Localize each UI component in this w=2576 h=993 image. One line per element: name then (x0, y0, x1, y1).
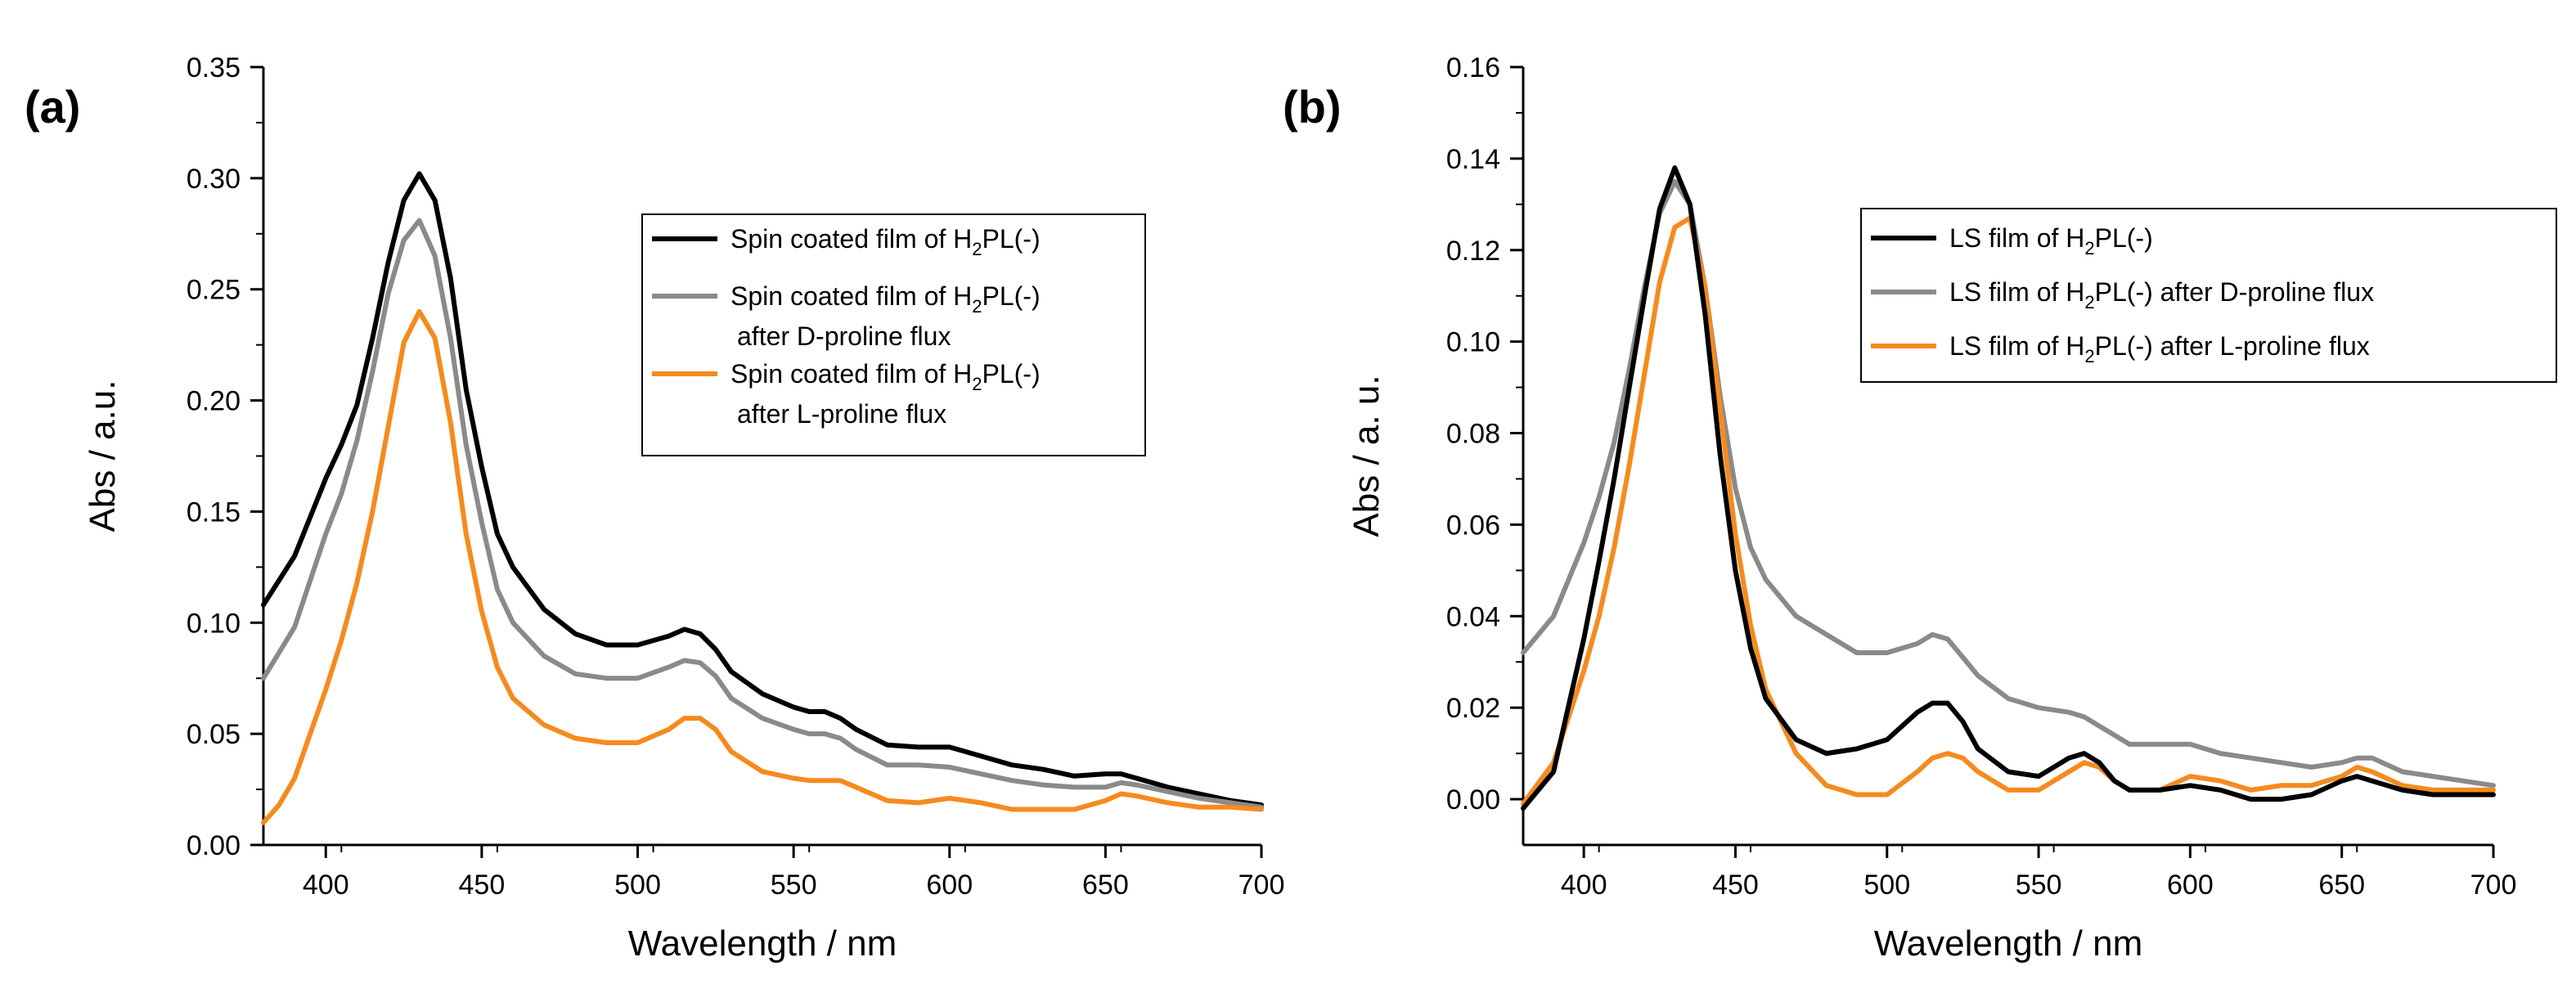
y-tick-label: 0.00 (187, 830, 241, 861)
legend-box (641, 213, 1146, 456)
legend-label: LS film of H2PL(-) after D-proline flux (1949, 277, 2374, 312)
x-tick-label: 550 (771, 869, 817, 901)
x-tick-label: 700 (2470, 869, 2517, 901)
panel-a: (a) 400 450 500 550 600 650 700 0.00 0.05 0.10 0.15… (25, 52, 1284, 964)
series-line-black (1521, 165, 2496, 811)
panel-b: (b) 400 450 500 550 600 650 700 0.00 0.02 0.04 0.06… (1283, 52, 2557, 964)
y-tick-label: 0.14 (1446, 144, 1500, 175)
series-line-gray (261, 218, 1264, 810)
y-tick-label: 0.20 (187, 386, 241, 417)
x-axis-title: Wavelength / nm (628, 923, 897, 964)
y-tick-label: 0.10 (187, 608, 241, 639)
x-tick-label: 600 (2167, 869, 2214, 901)
series-line-orange (261, 308, 1264, 825)
y-tick-label: 0.25 (187, 275, 241, 306)
y-tick-label: 0.12 (1446, 236, 1500, 267)
legend: Spin coated film of H2PL(-) Spin coated f… (641, 213, 1146, 456)
x-tick-label: 500 (1863, 869, 1910, 901)
x-tick-label: 650 (1082, 869, 1129, 901)
x-tick-label: 400 (303, 869, 349, 901)
y-tick-label: 0.15 (187, 496, 241, 528)
y-tick-label: 0.06 (1446, 510, 1500, 541)
y-tick-label: 0.00 (1446, 784, 1500, 816)
x-tick-label: 450 (1712, 869, 1759, 901)
y-tick-label: 0.35 (187, 52, 241, 83)
x-tick-label: 500 (614, 869, 661, 901)
legend-label-line2: after L-proline flux (737, 399, 946, 429)
x-axis-title: Wavelength / nm (1874, 923, 2143, 964)
x-tick-label: 650 (2318, 869, 2365, 901)
y-axis-title: Abs / a. u. (1346, 375, 1387, 537)
panel-label: (b) (1283, 81, 1342, 133)
y-tick-label: 0.10 (1446, 327, 1500, 358)
y-tick-label: 0.30 (187, 164, 241, 195)
legend-label: LS film of H2PL(-) (1949, 223, 2153, 258)
y-tick-label: 0.16 (1446, 52, 1500, 83)
y-tick-label: 0.05 (187, 719, 241, 750)
x-tick-label: 450 (459, 869, 506, 901)
y-axis-title: Abs / a.u. (83, 380, 123, 532)
y-tick-label: 0.08 (1446, 419, 1500, 450)
y-tick-label: 0.04 (1446, 601, 1500, 632)
legend-label: Spin coated film of H2PL(-) (731, 359, 1041, 394)
series-line-orange (1521, 215, 2496, 807)
x-tick-label: 600 (926, 869, 973, 901)
series-line-black (261, 171, 1264, 808)
x-tick-label: 400 (1561, 869, 1607, 901)
x-tick-label: 700 (1239, 869, 1285, 901)
legend-label-line2: after D-proline flux (737, 321, 951, 351)
x-tick-label: 550 (2016, 869, 2062, 901)
legend-label: LS film of H2PL(-) after L-proline flux (1949, 331, 2370, 366)
legend-label: Spin coated film of H2PL(-) (731, 224, 1041, 259)
y-tick-label: 0.02 (1446, 693, 1500, 724)
panel-label: (a) (25, 81, 80, 133)
legend-box (1860, 208, 2557, 383)
legend: LS film of H2PL(-) LS film of H2PL(-) aft… (1860, 208, 2557, 383)
legend-label: Spin coated film of H2PL(-) (731, 281, 1041, 317)
